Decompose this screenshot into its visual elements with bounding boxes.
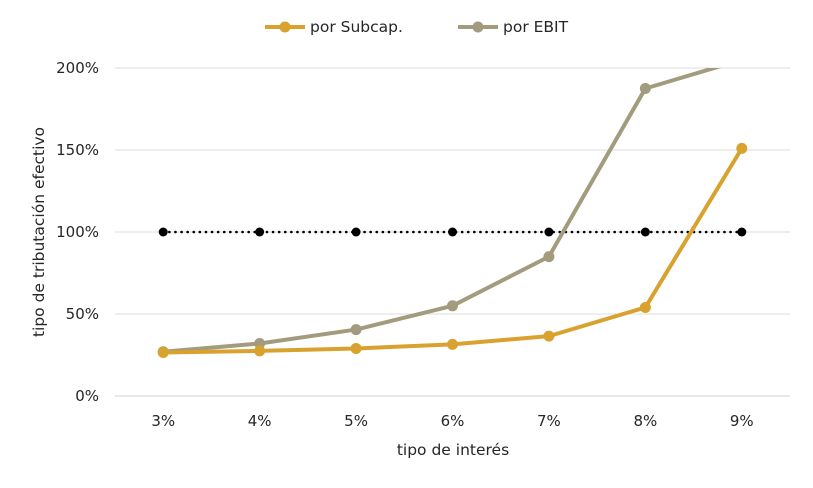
data-point xyxy=(447,300,458,312)
reference-point xyxy=(351,227,361,237)
x-tick-label: 7% xyxy=(537,412,561,430)
data-point xyxy=(543,330,555,342)
series-reference xyxy=(158,227,747,237)
x-tick-label: 6% xyxy=(441,412,465,430)
data-point xyxy=(447,338,458,350)
x-tick-label: 5% xyxy=(344,412,368,430)
y-axis-title: tipo de tributación efectivo xyxy=(30,127,48,337)
legend: por Subcap. por EBIT xyxy=(265,18,569,36)
data-point xyxy=(254,345,266,357)
reference-point xyxy=(544,227,554,237)
reference-point xyxy=(255,227,265,237)
reference-point xyxy=(448,227,457,237)
data-point xyxy=(639,83,651,94)
x-axis-ticks: 3% 4% 5% 6% 7% 8% 9% xyxy=(151,412,753,430)
reference-point xyxy=(737,227,747,237)
legend-label: por Subcap. xyxy=(310,18,403,36)
data-point xyxy=(350,342,362,354)
legend-swatch-marker xyxy=(279,21,291,33)
y-tick-label: 50% xyxy=(66,305,99,323)
y-axis-ticks: 0% 50% 100% 150% 200% xyxy=(56,59,99,405)
x-tick-label: 4% xyxy=(248,412,272,430)
data-point xyxy=(639,301,651,313)
x-tick-label: 8% xyxy=(633,412,657,430)
data-point xyxy=(543,251,555,263)
x-axis-title: tipo de interés xyxy=(397,441,509,459)
series-line xyxy=(163,147,744,355)
series-por Subcap. xyxy=(157,142,748,359)
data-point xyxy=(350,324,362,336)
series-layer xyxy=(157,68,748,359)
data-point xyxy=(736,142,748,154)
x-tick-label: 3% xyxy=(151,412,175,430)
y-tick-label: 0% xyxy=(75,387,99,405)
data-point xyxy=(157,347,169,359)
x-tick-label: 9% xyxy=(730,412,754,430)
reference-point xyxy=(158,227,168,237)
y-tick-label: 150% xyxy=(56,141,99,159)
legend-label: por EBIT xyxy=(503,18,569,36)
series-por EBIT xyxy=(157,68,722,358)
y-tick-label: 100% xyxy=(56,223,99,241)
reference-point xyxy=(640,227,650,237)
y-tick-label: 200% xyxy=(56,59,99,77)
legend-swatch-marker xyxy=(472,21,484,33)
